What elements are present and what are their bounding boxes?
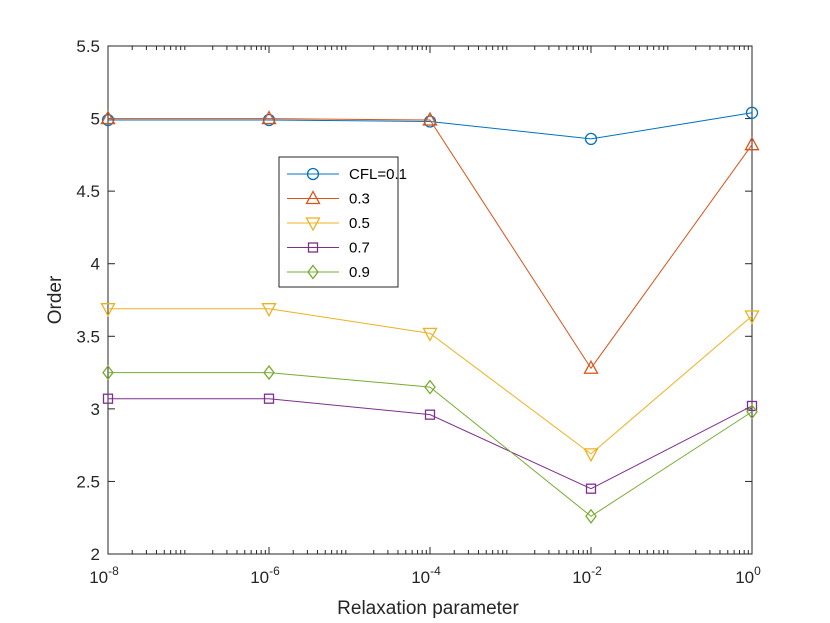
y-axis-title: Order bbox=[45, 275, 66, 324]
y-tick-label: 2 bbox=[91, 545, 100, 564]
series-4 bbox=[102, 365, 758, 524]
data-point bbox=[262, 113, 276, 127]
x-tick-label: 10-4 bbox=[411, 564, 441, 587]
y-tick-label: 3.5 bbox=[76, 327, 100, 346]
data-point bbox=[583, 359, 599, 374]
data-point bbox=[261, 303, 277, 318]
y-tick-label: 5.5 bbox=[76, 37, 100, 56]
data-point bbox=[261, 110, 277, 125]
series-2 bbox=[100, 303, 760, 463]
legend-label: 0.5 bbox=[349, 215, 370, 232]
data-point bbox=[583, 448, 599, 463]
data-point bbox=[263, 393, 275, 404]
data-point bbox=[585, 508, 597, 524]
legend-label: 0.9 bbox=[349, 264, 370, 281]
legend-marker bbox=[307, 264, 319, 280]
plot-series bbox=[100, 106, 760, 524]
data-point bbox=[102, 393, 114, 404]
y-tick-label: 5 bbox=[91, 110, 100, 129]
series-line bbox=[108, 308, 753, 455]
x-axis-title: Relaxation parameter bbox=[337, 598, 519, 619]
x-tick-label: 100 bbox=[735, 564, 761, 587]
legend-label: CFL=0.1 bbox=[349, 166, 407, 183]
data-point bbox=[100, 303, 116, 318]
data-point bbox=[424, 379, 436, 395]
data-point bbox=[101, 113, 115, 127]
y-tick-label: 4.5 bbox=[76, 182, 100, 201]
legend: CFL=0.1 0.3 0.5 0.7 0.9 bbox=[278, 156, 407, 288]
y-tick-label: 2.5 bbox=[76, 472, 100, 491]
legend-item: 0.3 bbox=[287, 190, 370, 208]
legend-item: 0.9 bbox=[287, 264, 370, 281]
legend-item: CFL=0.1 bbox=[287, 166, 407, 183]
data-point bbox=[422, 327, 438, 342]
data-point bbox=[100, 110, 116, 125]
series-line bbox=[108, 112, 753, 140]
data-point bbox=[263, 365, 275, 381]
data-point bbox=[585, 483, 597, 494]
data-point bbox=[422, 111, 438, 126]
data-point bbox=[102, 365, 114, 381]
legend-label: 0.3 bbox=[349, 191, 370, 208]
y-tick-label: 4 bbox=[91, 255, 100, 274]
data-point bbox=[424, 409, 436, 420]
data-point bbox=[744, 136, 760, 151]
series-line bbox=[108, 398, 753, 490]
data-point bbox=[745, 106, 759, 119]
legend-marker bbox=[305, 217, 321, 232]
data-point bbox=[744, 310, 760, 325]
legend-label: 0.7 bbox=[349, 240, 370, 257]
legend-marker bbox=[305, 190, 321, 205]
x-tick-label: 10-2 bbox=[572, 564, 602, 587]
data-point bbox=[746, 404, 758, 420]
series-0 bbox=[101, 106, 759, 146]
legend-marker bbox=[306, 167, 320, 181]
series-3 bbox=[102, 393, 758, 494]
plot-frame bbox=[107, 45, 753, 555]
legend-item: 0.5 bbox=[287, 215, 370, 232]
legend-marker bbox=[307, 242, 319, 253]
x-tick-label: 10-8 bbox=[89, 564, 119, 587]
legend-item: 0.7 bbox=[287, 240, 370, 257]
series-line bbox=[108, 372, 753, 517]
series-line bbox=[108, 118, 753, 370]
series-1 bbox=[100, 110, 760, 374]
data-point bbox=[423, 115, 437, 128]
data-point bbox=[584, 132, 598, 146]
data-point bbox=[746, 400, 758, 412]
y-tick-label: 3 bbox=[91, 400, 100, 419]
x-tick-label: 10-6 bbox=[250, 564, 280, 587]
legend-box bbox=[278, 156, 399, 288]
